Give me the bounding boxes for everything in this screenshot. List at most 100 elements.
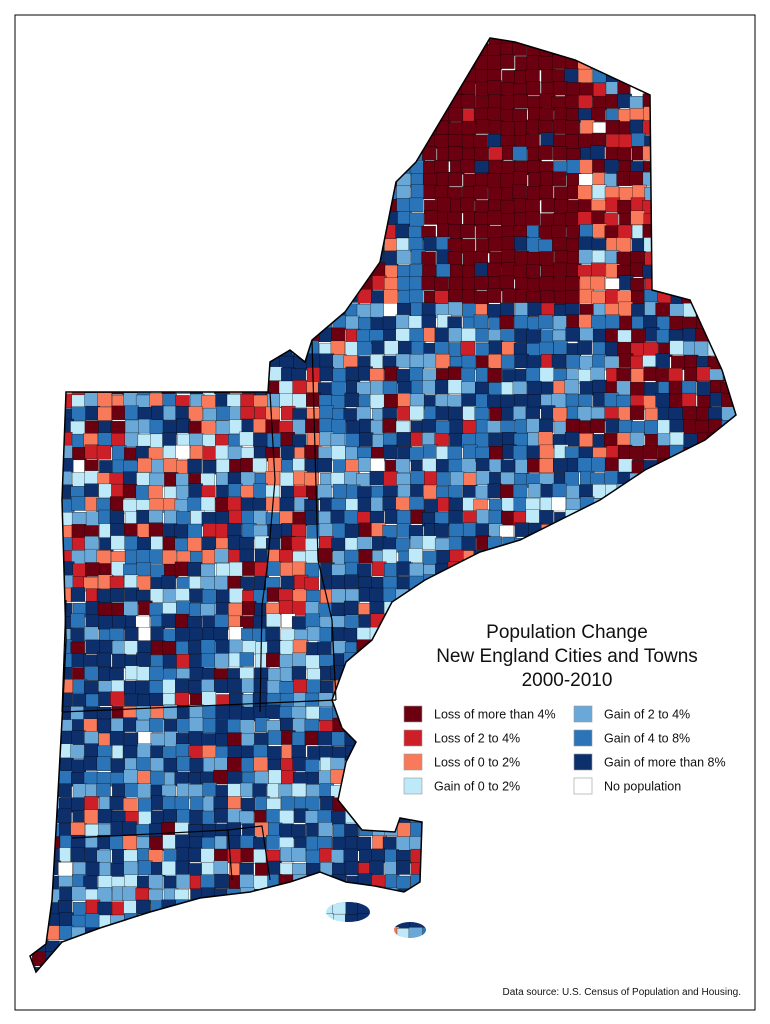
town xyxy=(280,445,295,460)
town xyxy=(474,147,489,162)
town xyxy=(320,796,335,811)
town xyxy=(267,730,283,745)
town xyxy=(200,563,216,579)
town xyxy=(514,522,529,537)
town xyxy=(564,212,580,227)
town xyxy=(215,420,231,435)
town xyxy=(630,262,645,278)
town xyxy=(487,210,502,226)
town xyxy=(541,198,556,213)
town xyxy=(358,317,373,332)
town xyxy=(564,379,579,394)
me-nh-border xyxy=(311,339,337,701)
town xyxy=(422,550,438,566)
town xyxy=(317,484,332,499)
town xyxy=(123,900,138,915)
town xyxy=(305,613,320,628)
town xyxy=(252,615,268,631)
town xyxy=(488,94,503,109)
town xyxy=(605,120,621,135)
town xyxy=(604,341,620,357)
town xyxy=(252,783,267,798)
town xyxy=(174,613,190,629)
town xyxy=(502,288,517,303)
town xyxy=(644,420,659,435)
town xyxy=(318,523,334,538)
town xyxy=(423,353,438,368)
town xyxy=(110,691,125,706)
town xyxy=(253,418,268,434)
town xyxy=(396,576,412,591)
town xyxy=(525,367,541,382)
town xyxy=(538,120,553,135)
town xyxy=(629,171,644,186)
town xyxy=(475,432,490,448)
town xyxy=(579,159,594,174)
town xyxy=(566,159,582,174)
town xyxy=(499,275,515,291)
town xyxy=(565,290,580,305)
town xyxy=(239,835,255,850)
town xyxy=(501,341,516,356)
town xyxy=(70,706,85,721)
town xyxy=(96,718,112,734)
town xyxy=(564,94,580,110)
town xyxy=(577,457,593,472)
town xyxy=(124,626,139,642)
town xyxy=(590,145,605,160)
town xyxy=(382,444,398,460)
town xyxy=(395,836,411,851)
town xyxy=(382,548,397,564)
town xyxy=(578,133,593,149)
town xyxy=(70,420,85,436)
town xyxy=(332,483,348,499)
town xyxy=(343,848,358,864)
town xyxy=(85,693,101,709)
town xyxy=(70,847,85,862)
town xyxy=(149,836,164,851)
town xyxy=(150,745,165,760)
town xyxy=(356,406,371,422)
town xyxy=(421,302,437,317)
town xyxy=(474,211,489,227)
town xyxy=(554,199,569,214)
town xyxy=(474,407,489,422)
town xyxy=(344,823,359,839)
town xyxy=(175,588,190,603)
town xyxy=(240,797,256,813)
town xyxy=(512,484,528,499)
town xyxy=(448,146,463,161)
town xyxy=(73,693,88,708)
town xyxy=(292,561,307,577)
town xyxy=(578,369,593,384)
town xyxy=(240,471,256,487)
town xyxy=(565,327,580,342)
town xyxy=(564,471,580,486)
town xyxy=(384,563,399,578)
town xyxy=(579,82,594,97)
town xyxy=(319,536,334,551)
town xyxy=(176,600,191,615)
title: Population Change New England Cities and … xyxy=(436,622,698,691)
town xyxy=(307,626,322,642)
town xyxy=(202,446,217,461)
town xyxy=(577,68,593,84)
town xyxy=(266,835,281,850)
town xyxy=(305,810,320,825)
town xyxy=(344,537,360,552)
town xyxy=(110,863,125,878)
town xyxy=(331,537,346,553)
town xyxy=(475,343,490,358)
town xyxy=(474,262,490,277)
town xyxy=(461,328,476,343)
town xyxy=(305,706,321,721)
town xyxy=(149,419,165,434)
town xyxy=(554,186,569,201)
town xyxy=(135,680,150,695)
town xyxy=(241,678,256,693)
town xyxy=(215,639,230,655)
town xyxy=(202,718,218,733)
town xyxy=(436,471,451,487)
town xyxy=(161,575,176,590)
town xyxy=(488,237,504,252)
